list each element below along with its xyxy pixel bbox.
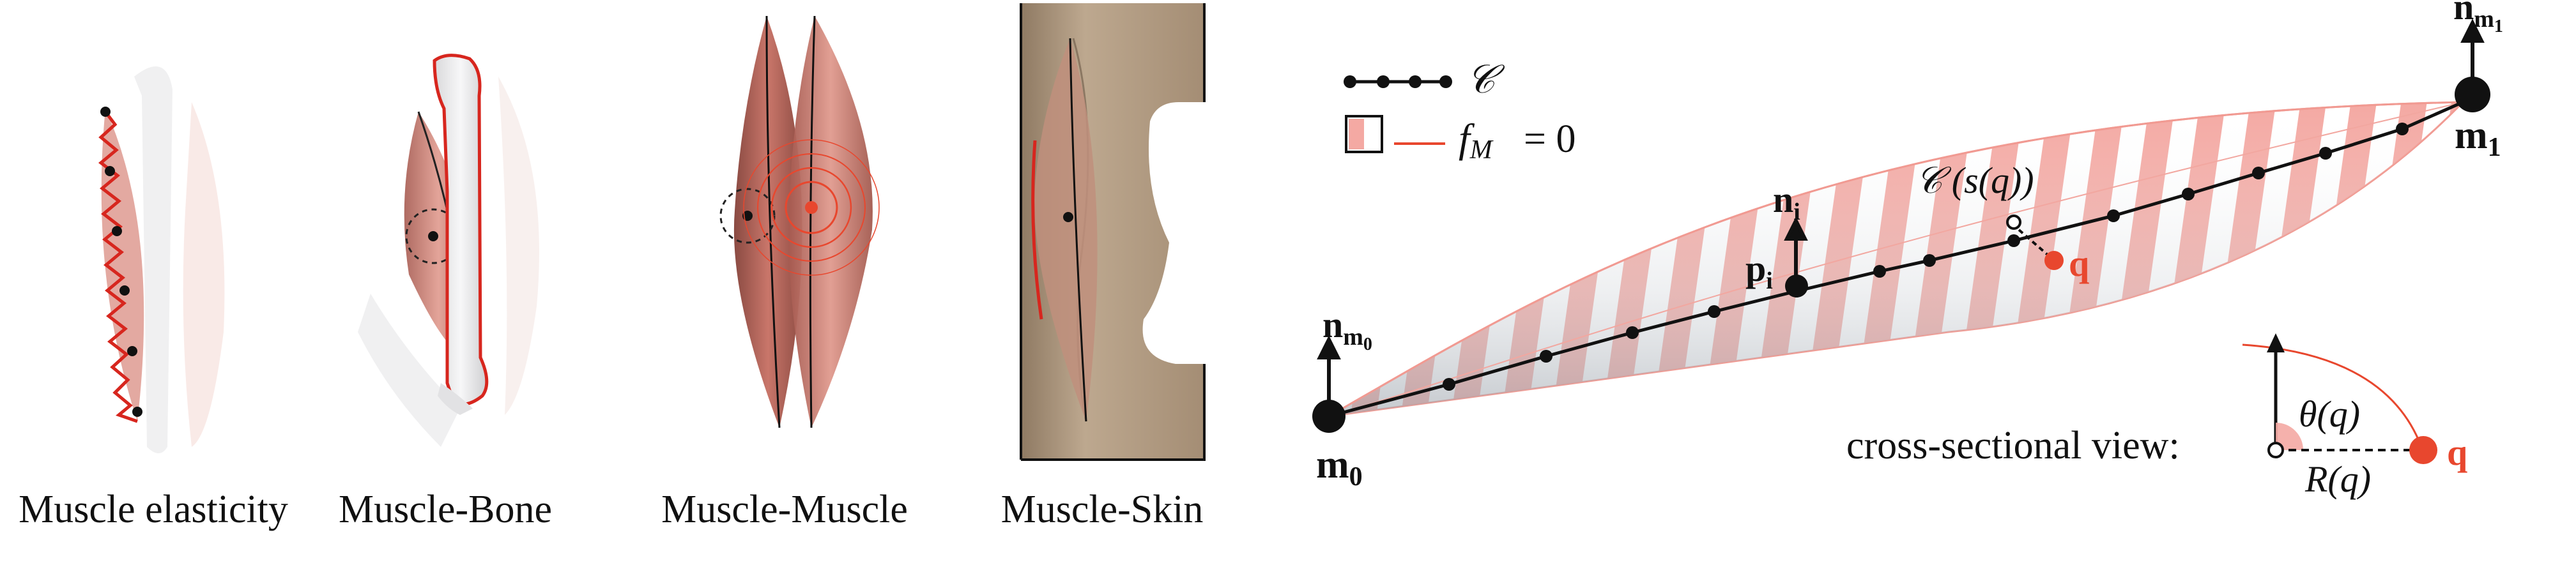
caption-muscle-bone: Muscle-Bone xyxy=(339,488,552,531)
right-cross-section-rings xyxy=(743,139,880,276)
point-pi xyxy=(1785,275,1808,298)
legend-fm-label: fM xyxy=(1459,116,1494,165)
endpoint-m0 xyxy=(1312,400,1346,433)
caption-muscle-muscle: Muscle-Muscle xyxy=(661,488,908,531)
legend-fm-value: = 0 xyxy=(1524,117,1575,161)
panel-muscle-bone xyxy=(358,54,539,447)
label-q: q xyxy=(2069,243,2089,284)
muscle-left xyxy=(733,16,802,428)
caption-muscle-skin: Muscle-Skin xyxy=(1001,488,1204,531)
point-q xyxy=(2044,251,2064,270)
cross-section-label: cross-sectional view: xyxy=(1846,424,2180,467)
closest-point-marker xyxy=(2006,215,2021,230)
panel-muscle-skin xyxy=(1020,3,1206,461)
spring-line xyxy=(98,110,138,423)
panel-muscle-elasticity xyxy=(98,66,225,453)
label-n-m1: nm1 xyxy=(2453,0,2503,36)
label-radius: R(q) xyxy=(2304,458,2371,500)
muscle-right xyxy=(788,16,873,428)
label-n-i: ni xyxy=(1773,179,1800,225)
panel-muscle-muscle xyxy=(719,15,880,428)
endpoint-m1 xyxy=(2455,77,2490,112)
label-n-m0: nm0 xyxy=(1322,304,1372,354)
legend-curve-symbol: 𝒞 xyxy=(1466,58,1505,102)
muscle-shape xyxy=(101,109,144,421)
label-curve-at-s: 𝒞 (s(q)) xyxy=(1915,160,2034,201)
label-m0: m0 xyxy=(1316,443,1363,492)
caption-muscle-elasticity: Muscle elasticity xyxy=(19,488,288,531)
left-cross-section xyxy=(719,188,776,244)
cross-section-view: cross-sectional view: θ(q) R(q) q xyxy=(1846,333,2467,500)
label-p-i: pi xyxy=(1745,248,1773,294)
legend: 𝒞 fM = 0 xyxy=(1344,58,1575,165)
label-theta: θ(q) xyxy=(2299,393,2360,435)
normal-arrows xyxy=(1317,19,2485,409)
label-m1: m1 xyxy=(2455,114,2501,162)
label-q-cross: q xyxy=(2447,432,2467,473)
